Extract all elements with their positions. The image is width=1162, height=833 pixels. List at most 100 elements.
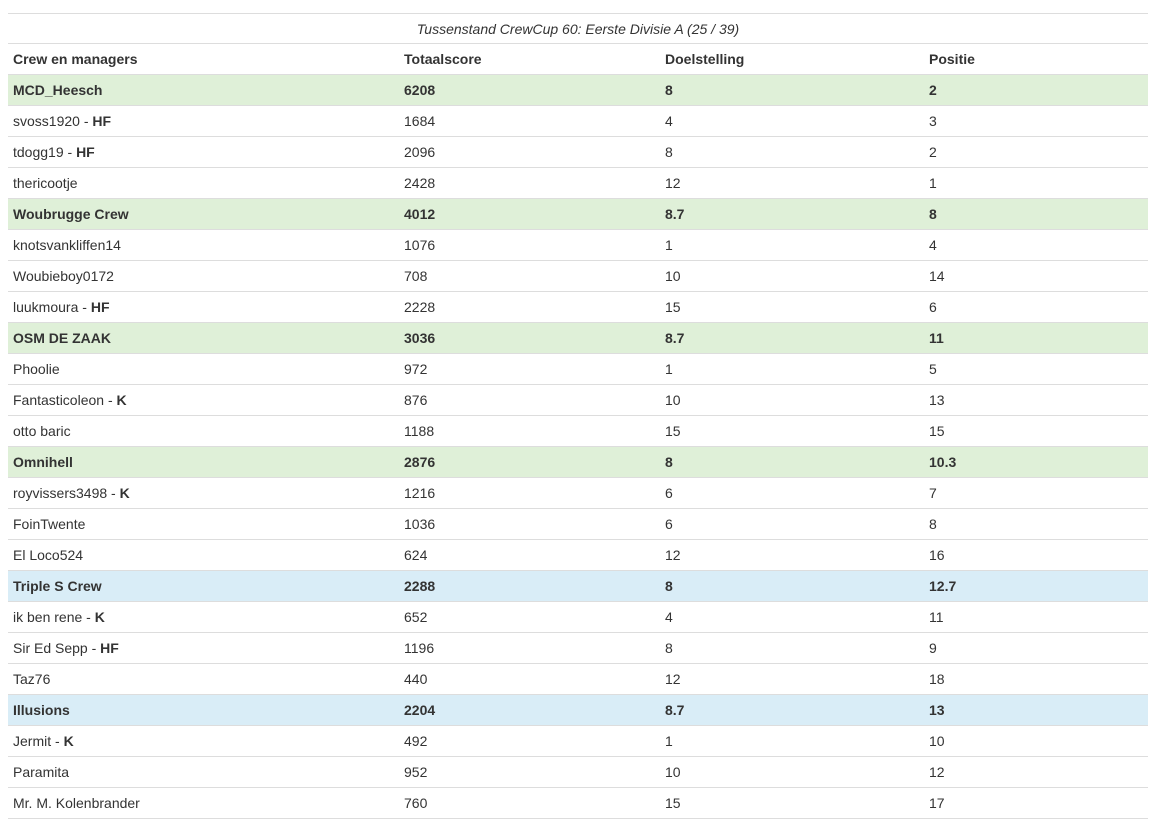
manager-name: otto baric xyxy=(13,423,71,439)
manager-role-badge: HF xyxy=(100,640,119,656)
total-score-cell: 492 xyxy=(399,725,660,757)
position-cell: 16 xyxy=(924,539,1148,571)
header-position: Positie xyxy=(924,44,1148,75)
manager-name-cell: El Loco524 xyxy=(8,539,399,571)
crew-row: Woubrugge Crew 4012 8.7 8 xyxy=(8,198,1148,230)
crew-name-cell: MCD_Heesch xyxy=(8,74,399,106)
objective-cell: 4 xyxy=(660,105,924,137)
crew-row: Illusions 2204 8.7 13 xyxy=(8,694,1148,726)
manager-role-badge: HF xyxy=(92,113,112,129)
crew-name-cell: Triple S Crew xyxy=(8,570,399,602)
manager-row: El Loco524 624 12 16 xyxy=(8,539,1148,571)
position-cell: 1 xyxy=(924,167,1148,199)
objective-cell: 10 xyxy=(660,756,924,788)
objective-cell: 15 xyxy=(660,415,924,447)
manager-name-cell: Mr. M. Kolenbrander xyxy=(8,787,399,819)
objective-cell: 8 xyxy=(660,74,924,106)
manager-row: Fantasticoleon - K 876 10 13 xyxy=(8,384,1148,416)
total-score-cell: 652 xyxy=(399,601,660,633)
total-score-cell: 2876 xyxy=(399,446,660,478)
manager-name: knotsvankliffen14 xyxy=(13,237,121,253)
objective-cell: 12 xyxy=(660,663,924,695)
crew-row: Omnihell 2876 8 10.3 xyxy=(8,446,1148,478)
role-separator: - xyxy=(51,733,64,749)
crew-name: Illusions xyxy=(13,702,70,718)
manager-name-cell: Jermit - K xyxy=(8,725,399,757)
total-score-cell: 972 xyxy=(399,353,660,385)
total-score-cell: 708 xyxy=(399,260,660,292)
total-score-cell: 440 xyxy=(399,663,660,695)
manager-name-cell: thericootje xyxy=(8,167,399,199)
header-total-score: Totaalscore xyxy=(399,44,660,75)
objective-cell: 4 xyxy=(660,601,924,633)
position-cell: 8 xyxy=(924,508,1148,540)
manager-row: Phoolie 972 1 5 xyxy=(8,353,1148,385)
manager-row: royvissers3498 - K 1216 6 7 xyxy=(8,477,1148,509)
role-separator: - xyxy=(87,640,101,656)
manager-role-badge: K xyxy=(116,392,127,408)
manager-row: ik ben rene - K 652 4 11 xyxy=(8,601,1148,633)
position-cell: 4 xyxy=(924,229,1148,261)
objective-cell: 15 xyxy=(660,787,924,819)
total-score-cell: 1684 xyxy=(399,105,660,137)
manager-row: Jermit - K 492 1 10 xyxy=(8,725,1148,757)
position-cell: 2 xyxy=(924,136,1148,168)
crew-name-cell: Illusions xyxy=(8,694,399,726)
manager-name: svoss1920 xyxy=(13,113,80,129)
total-score-cell: 2288 xyxy=(399,570,660,602)
position-cell: 8 xyxy=(924,198,1148,230)
crew-name: Omnihell xyxy=(13,454,73,470)
manager-row: Taz76 440 12 18 xyxy=(8,663,1148,695)
position-cell: 11 xyxy=(924,322,1148,354)
role-separator: - xyxy=(104,392,117,408)
header-objective: Doelstelling xyxy=(660,44,924,75)
total-score-cell: 1076 xyxy=(399,229,660,261)
position-cell: 13 xyxy=(924,384,1148,416)
manager-name: royvissers3498 xyxy=(13,485,108,501)
manager-row: luukmoura - HF 2228 15 6 xyxy=(8,291,1148,323)
crew-name: Triple S Crew xyxy=(13,578,102,594)
position-cell: 10 xyxy=(924,725,1148,757)
position-cell: 6 xyxy=(924,291,1148,323)
manager-name-cell: ik ben rene - K xyxy=(8,601,399,633)
role-separator: - xyxy=(63,144,77,160)
role-separator: - xyxy=(78,299,91,315)
standings-table: Tussenstand CrewCup 60: Eerste Divisie A… xyxy=(8,13,1148,819)
manager-name: Paramita xyxy=(13,764,70,780)
manager-name-cell: otto baric xyxy=(8,415,399,447)
manager-name: Woubieboy0172 xyxy=(13,268,114,284)
manager-name-cell: Sir Ed Sepp - HF xyxy=(8,632,399,664)
manager-name: thericootje xyxy=(13,175,78,191)
manager-name: El Loco524 xyxy=(13,547,84,563)
position-cell: 15 xyxy=(924,415,1148,447)
objective-cell: 1 xyxy=(660,229,924,261)
objective-cell: 8 xyxy=(660,632,924,664)
total-score-cell: 952 xyxy=(399,756,660,788)
position-cell: 17 xyxy=(924,787,1148,819)
crew-name-cell: Omnihell xyxy=(8,446,399,478)
manager-name: Sir Ed Sepp xyxy=(13,640,88,656)
total-score-cell: 2096 xyxy=(399,136,660,168)
total-score-cell: 1036 xyxy=(399,508,660,540)
manager-row: Paramita 952 10 12 xyxy=(8,756,1148,788)
position-cell: 7 xyxy=(924,477,1148,509)
position-cell: 2 xyxy=(924,74,1148,106)
manager-role-badge: K xyxy=(94,609,105,625)
manager-name: tdogg19 xyxy=(13,144,64,160)
manager-role-badge: K xyxy=(119,485,130,501)
table-caption: Tussenstand CrewCup 60: Eerste Divisie A… xyxy=(8,13,1148,44)
position-cell: 11 xyxy=(924,601,1148,633)
objective-cell: 15 xyxy=(660,291,924,323)
role-separator: - xyxy=(107,485,120,501)
manager-row: Woubieboy0172 708 10 14 xyxy=(8,260,1148,292)
position-cell: 3 xyxy=(924,105,1148,137)
position-cell: 12.7 xyxy=(924,570,1148,602)
total-score-cell: 1188 xyxy=(399,415,660,447)
crew-name: OSM DE ZAAK xyxy=(13,330,111,346)
total-score-cell: 624 xyxy=(399,539,660,571)
position-cell: 12 xyxy=(924,756,1148,788)
manager-name: Mr. M. Kolenbrander xyxy=(13,795,140,811)
position-cell: 18 xyxy=(924,663,1148,695)
manager-name-cell: tdogg19 - HF xyxy=(8,136,399,168)
manager-name-cell: svoss1920 - HF xyxy=(8,105,399,137)
